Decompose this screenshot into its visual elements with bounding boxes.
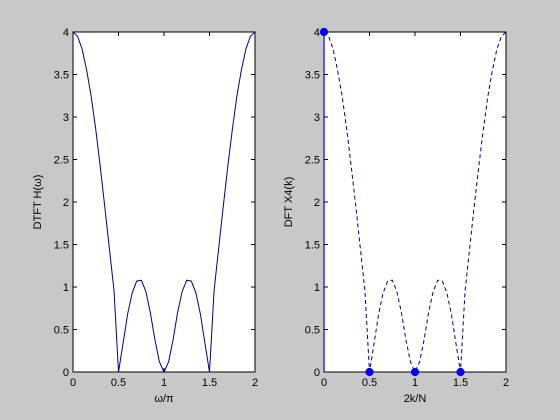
y-tick-label: 0.5	[305, 325, 320, 337]
plot-area	[72, 31, 256, 373]
x-tick-label: 0.5	[111, 377, 126, 389]
x-tick-label: 0	[70, 377, 76, 389]
y-tick-label: 1.5	[54, 240, 69, 252]
y-tick-label: 1	[314, 282, 320, 294]
x-tick-label: 2	[252, 377, 258, 389]
y-tick-label: 4	[314, 27, 320, 39]
stem-marker	[319, 27, 329, 37]
series-line	[72, 31, 256, 374]
x-tick-label: 1	[161, 377, 167, 389]
x-tick-label: 0.5	[362, 377, 377, 389]
y-tick-label: 3.5	[305, 70, 320, 82]
x-tick-label: 1.5	[453, 377, 468, 389]
stem-marker	[365, 367, 374, 377]
x-tick-label: 1.5	[202, 377, 217, 389]
stem-marker	[410, 367, 420, 377]
stem-marker	[456, 367, 465, 377]
y-tick-label: 2	[314, 197, 320, 209]
y-tick-label: 0	[314, 367, 320, 379]
left-plot-dtft: 0 0.5 1 1.5 2 0 0.5 1 1.5 2 2.5 3 3.5 4 ω/π DTFT H(ω)	[32, 27, 258, 405]
x-tick-label: 0	[321, 377, 327, 389]
y-axis-label: DTFT H(ω)	[32, 175, 44, 230]
y-tick-label: 0.5	[54, 325, 69, 337]
x-axis-label: ω/π	[154, 393, 174, 405]
y-tick-label: 2	[63, 197, 69, 209]
y-tick-label: 3.5	[54, 70, 69, 82]
y-tick-label: 4	[63, 27, 69, 39]
x-axis-label: 2k/N	[404, 393, 427, 405]
y-tick-label: 0	[63, 367, 69, 379]
y-tick-label: 2.5	[54, 155, 69, 167]
y-tick-label: 3	[314, 112, 320, 124]
plot-area	[323, 31, 507, 373]
y-tick-label: 1	[63, 282, 69, 294]
right-plot-dft: 0 0.5 1 1.5 2 0 0.5 1 1.5 2 2.5 3 3.5 4 2k/N DFT X4(k)	[283, 27, 509, 405]
y-tick-label: 3	[63, 112, 69, 124]
y-tick-label: 1.5	[305, 240, 320, 252]
x-tick-label: 1	[412, 377, 418, 389]
y-axis-label: DFT X4(k)	[283, 177, 295, 228]
y-tick-label: 2.5	[305, 155, 320, 167]
x-tick-label: 2	[503, 377, 509, 389]
